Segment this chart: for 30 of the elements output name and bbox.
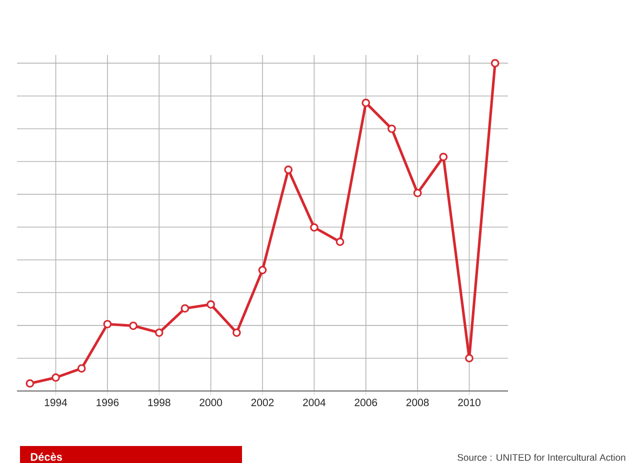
x-tick-label: 2010 xyxy=(458,398,480,406)
point xyxy=(52,373,60,382)
x-tick-label: 1996 xyxy=(96,398,119,406)
point xyxy=(180,304,190,313)
point xyxy=(413,188,422,198)
x-tick-label: 2000 xyxy=(200,398,222,406)
point xyxy=(439,152,448,162)
point xyxy=(465,354,474,362)
text: Décès xyxy=(30,452,62,461)
point xyxy=(232,328,241,337)
point xyxy=(310,223,318,232)
x-tick-label: 2002 xyxy=(251,398,274,406)
x-tick-label: 2008 xyxy=(406,398,429,406)
point xyxy=(388,124,396,133)
x-tick-label: 1994 xyxy=(44,398,68,406)
point xyxy=(154,328,164,337)
x-tick-label: 1998 xyxy=(148,398,170,406)
point xyxy=(284,166,293,174)
point xyxy=(77,364,86,373)
source-note: Source : UNITED for Intercultural Action xyxy=(458,454,626,461)
point xyxy=(336,238,344,246)
point xyxy=(490,59,500,68)
point xyxy=(206,300,216,309)
x-tick-label: 2006 xyxy=(354,398,378,406)
point xyxy=(258,266,267,274)
point xyxy=(362,98,370,108)
point xyxy=(103,320,112,328)
x-tick-label: 2004 xyxy=(303,398,326,406)
point xyxy=(26,379,34,388)
point xyxy=(129,322,138,330)
